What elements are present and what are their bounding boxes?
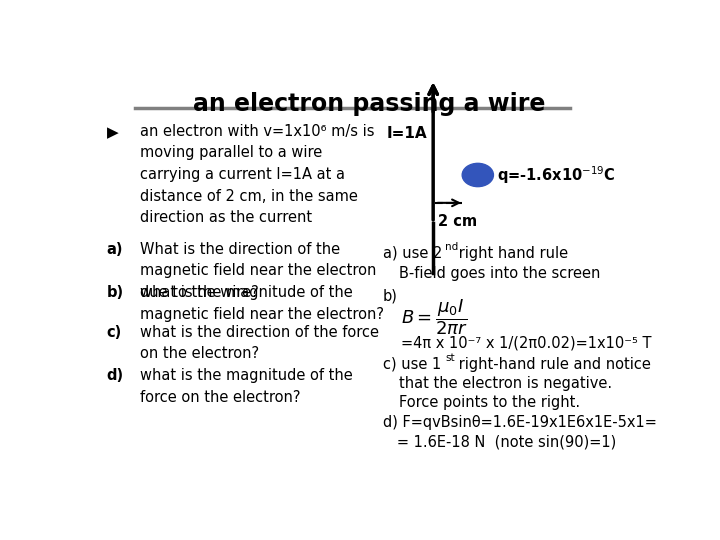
Text: right-hand rule and notice: right-hand rule and notice (454, 357, 651, 372)
Text: Force points to the right.: Force points to the right. (399, 395, 580, 410)
Text: what is the direction of the force
on the electron?: what is the direction of the force on th… (140, 325, 379, 361)
Circle shape (462, 163, 493, 187)
Text: c): c) (107, 325, 122, 340)
Text: $B = \dfrac{\mu_0 I}{2\pi r}$: $B = \dfrac{\mu_0 I}{2\pi r}$ (401, 298, 468, 338)
Text: what is the magnitude of the
force on the electron?: what is the magnitude of the force on th… (140, 368, 353, 405)
Text: ▶: ▶ (107, 125, 119, 140)
Text: I=1A: I=1A (387, 126, 428, 141)
Text: a): a) (107, 241, 123, 256)
Text: = 1.6E-18 N  (note sin(90)=1): = 1.6E-18 N (note sin(90)=1) (383, 434, 616, 449)
Text: c) use 1: c) use 1 (383, 357, 441, 372)
Text: 28: 28 (677, 518, 698, 532)
Text: =4π x 10⁻⁷ x 1/(2π0.02)=1x10⁻⁵ T: =4π x 10⁻⁷ x 1/(2π0.02)=1x10⁻⁵ T (401, 336, 652, 351)
Text: right hand rule: right hand rule (454, 246, 568, 261)
Text: 2 cm: 2 cm (438, 214, 477, 230)
Text: b): b) (383, 288, 398, 303)
Text: d) F=qvBsinθ=1.6E-19x1E6x1E-5x1=: d) F=qvBsinθ=1.6E-19x1E6x1E-5x1= (383, 415, 657, 430)
Text: what is the magnitude of the
magnetic field near the electron?: what is the magnitude of the magnetic fi… (140, 285, 384, 322)
Text: an electron passing a wire: an electron passing a wire (193, 92, 545, 116)
Text: magnetism: magnetism (312, 518, 408, 532)
Text: that the electron is negative.: that the electron is negative. (399, 376, 612, 391)
Text: B-field goes into the screen: B-field goes into the screen (399, 266, 600, 281)
Text: st: st (446, 353, 455, 362)
Text: q=-1.6x10$^{-19}$C: q=-1.6x10$^{-19}$C (498, 164, 616, 186)
Text: d): d) (107, 368, 124, 383)
Text: b): b) (107, 285, 124, 300)
Text: What is the direction of the
magnetic field near the electron
due to the wire?: What is the direction of the magnetic fi… (140, 241, 377, 300)
Text: an electron with v=1x10⁶ m/s is
moving parallel to a wire
carrying a current I=1: an electron with v=1x10⁶ m/s is moving p… (140, 124, 374, 225)
Text: nd: nd (446, 242, 459, 252)
Text: a) use 2: a) use 2 (383, 246, 442, 261)
